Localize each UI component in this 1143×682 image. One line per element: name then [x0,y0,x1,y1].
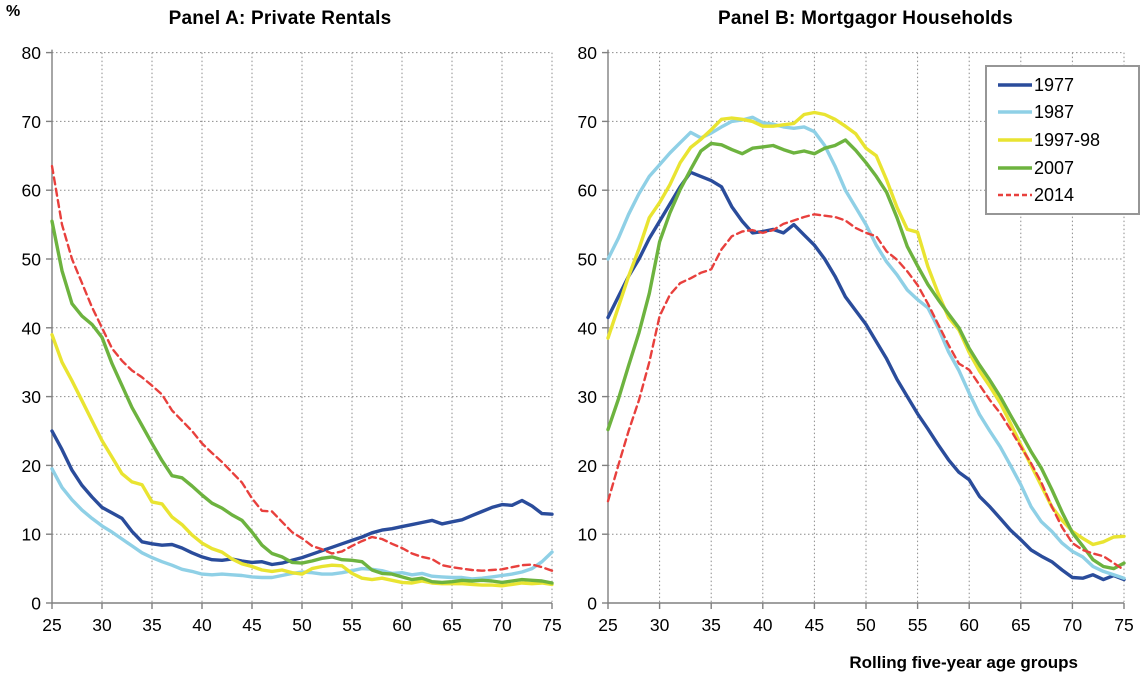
legend: 1977 1987 1997-98 2007 2014 [985,65,1140,215]
series-line-1997-98 [50,333,554,588]
panel-a-title: Panel A: Private Rentals [168,8,392,29]
y-tick-label: 60 [578,181,598,201]
legend-label: 1987 [1034,102,1075,123]
x-tick-label: 65 [1011,615,1030,635]
legend-item-1987: 1987 [997,99,1138,125]
y-tick-label: 10 [578,525,598,545]
x-tick-label: 55 [908,615,927,635]
series-line-1987 [606,115,1126,580]
y-axis-unit-label: % [6,3,21,20]
x-tick-label: 25 [598,615,617,635]
legend-item-2014: 2014 [997,182,1138,208]
series-line-1997-98 [606,110,1126,547]
x-tick-label: 70 [492,615,512,635]
x-tick-label: 50 [292,615,312,635]
x-axis-title: Rolling five-year age groups [849,653,1078,672]
legend-line-sample [998,138,1032,142]
x-tick-label: 45 [242,615,261,635]
series-line-2014 [606,213,1126,572]
y-tick-label: 50 [578,250,598,270]
legend-line-sample [998,165,1032,170]
series-line-2007 [606,138,1126,571]
y-tick-label: 60 [22,181,42,201]
series-line-2014 [50,164,554,572]
panel-b: 0 10 20 30 40 50 60 70 80 25 30 35 40 45 50 55 60 65 70 75 [578,43,1134,635]
x-tick-label: 75 [1114,615,1133,635]
x-tick-label: 60 [392,615,412,635]
y-tick-label: 80 [22,43,42,63]
panel-a: 0 10 20 30 40 50 60 70 80 25 30 35 40 45 50 55 60 65 70 75 [22,43,562,635]
x-tick-label: 30 [650,615,670,635]
y-tick-label: 20 [578,456,598,476]
y-tick-label: 40 [22,318,42,338]
x-tick-label: 35 [701,615,720,635]
series-line-2007 [50,219,554,585]
x-tick-label: 65 [442,615,461,635]
legend-item-2007: 2007 [997,155,1138,181]
y-tick-label: 70 [578,112,598,132]
y-tick-label: 80 [578,43,598,63]
y-tick-label: 30 [578,387,598,407]
legend-line-sample [998,193,1032,197]
x-tick-label: 30 [92,615,112,635]
legend-label: 1977 [1034,74,1075,95]
x-tick-label: 70 [1063,615,1083,635]
x-tick-label: 35 [142,615,161,635]
legend-label: 2014 [1034,185,1075,206]
y-tick-label: 20 [22,456,42,476]
legend-item-1977: 1977 [997,72,1138,98]
x-tick-label: 40 [192,615,212,635]
x-tick-label: 55 [342,615,361,635]
x-tick-label: 25 [42,615,61,635]
legend-label: 1997-98 [1034,129,1101,150]
y-tick-label: 40 [578,318,598,338]
y-tick-label: 30 [22,387,42,407]
x-tick-label: 50 [856,615,876,635]
series-line-1977 [606,170,1126,582]
series-line-1987 [50,467,554,581]
x-tick-label: 75 [542,615,561,635]
y-tick-label: 0 [31,594,41,614]
x-tick-label: 60 [959,615,979,635]
panel-b-title: Panel B: Mortgagor Households [717,8,1014,29]
y-tick-label: 70 [22,112,42,132]
series-line-1977 [50,429,554,567]
x-tick-label: 40 [753,615,773,635]
y-tick-label: 0 [587,594,597,614]
legend-line-sample [998,110,1032,115]
legend-item-1997-98: 1997-98 [997,127,1138,153]
legend-line-sample [998,83,1032,87]
y-tick-label: 10 [22,525,42,545]
y-tick-label: 50 [22,250,42,270]
x-tick-label: 45 [805,615,824,635]
legend-label: 2007 [1034,157,1075,178]
